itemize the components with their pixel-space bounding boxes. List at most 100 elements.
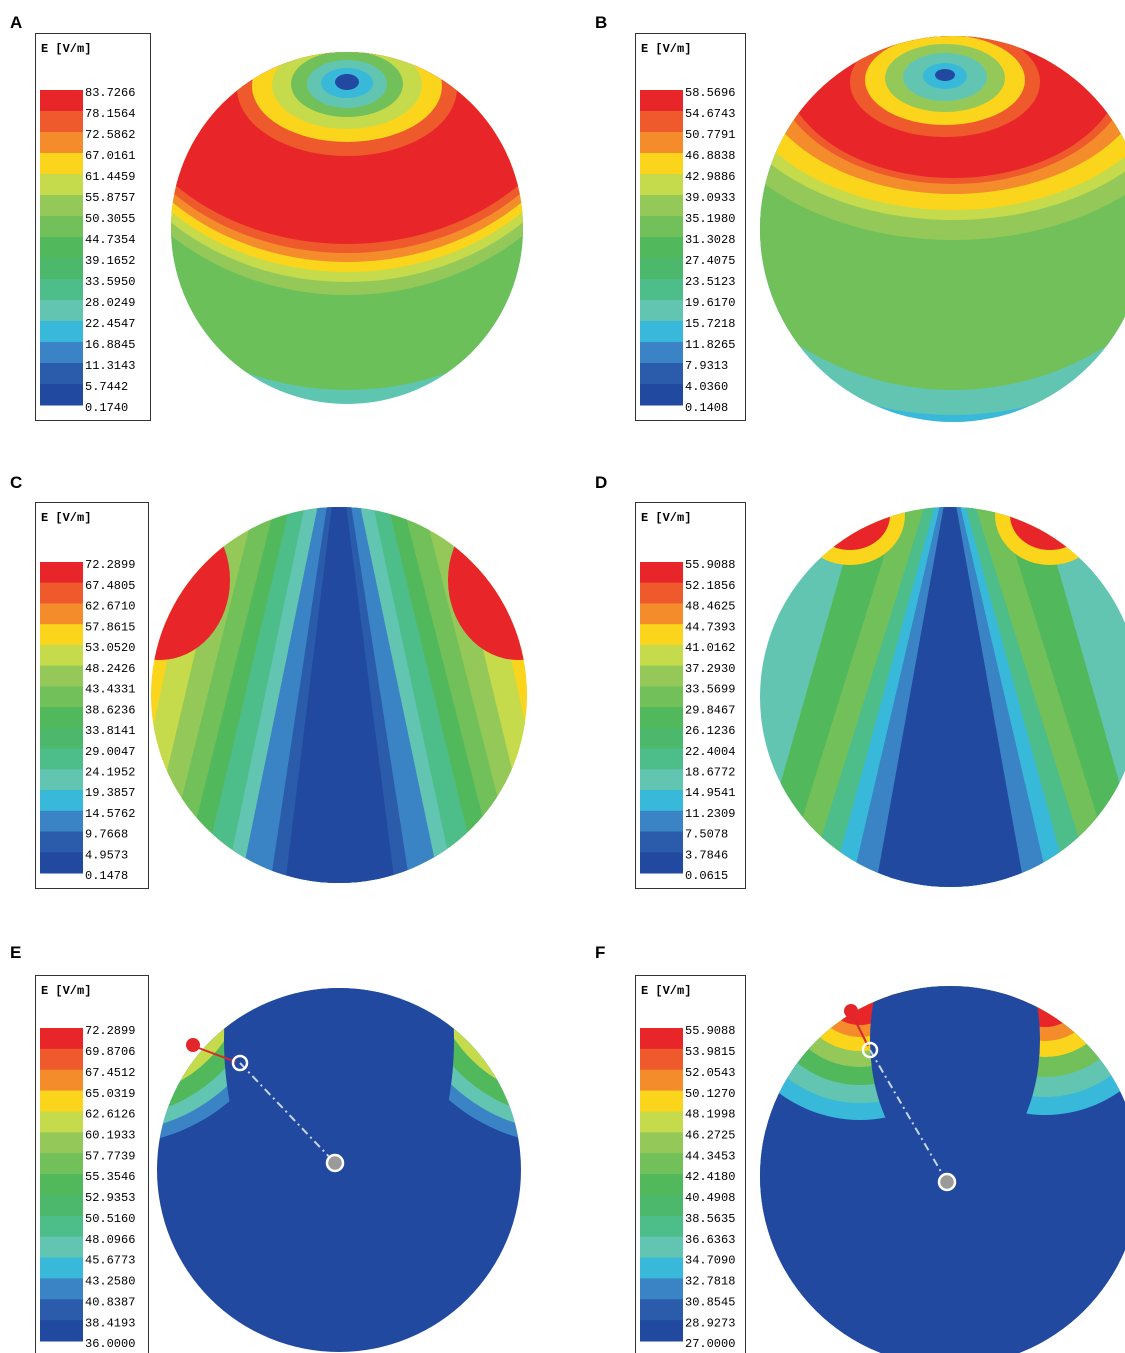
legend-swatch bbox=[40, 237, 83, 259]
legend-swatch bbox=[640, 583, 683, 604]
legend-label: 11.8265 bbox=[685, 338, 735, 352]
legend-swatch bbox=[40, 300, 83, 322]
legend-label: 55.9088 bbox=[685, 558, 735, 572]
legend-label: 52.0543 bbox=[685, 1066, 735, 1080]
legend-label: 27.0000 bbox=[685, 1337, 735, 1351]
legend-swatch bbox=[40, 769, 83, 790]
legend-swatch bbox=[40, 666, 83, 687]
legend-label: 67.4805 bbox=[85, 579, 135, 593]
legend-label: 41.0162 bbox=[685, 641, 735, 655]
legend-label: 19.6170 bbox=[685, 296, 735, 310]
legend-swatch bbox=[40, 624, 83, 645]
legend-swatch bbox=[640, 1174, 683, 1195]
legend-label: 7.5078 bbox=[685, 828, 728, 842]
legend-label: 35.1980 bbox=[685, 212, 735, 226]
legend-swatch bbox=[40, 342, 83, 364]
legend-title: E [V/m] bbox=[41, 511, 91, 525]
legend-swatch bbox=[40, 645, 83, 666]
legend-swatch bbox=[640, 1132, 683, 1153]
legend-label: 42.4180 bbox=[685, 1170, 735, 1184]
legend-swatch bbox=[640, 769, 683, 790]
legend-title: E [V/m] bbox=[641, 511, 691, 525]
disc-d bbox=[750, 465, 1125, 890]
legend-swatch bbox=[640, 852, 683, 873]
legend-swatch bbox=[640, 384, 683, 406]
legend-swatch bbox=[640, 237, 683, 259]
legend-swatch bbox=[640, 1091, 683, 1112]
legend-swatch bbox=[40, 153, 83, 175]
legend-label: 72.2899 bbox=[85, 1024, 135, 1038]
legend-swatch bbox=[40, 132, 83, 154]
legend-swatch bbox=[40, 258, 83, 280]
legend-label: 29.0047 bbox=[85, 745, 135, 759]
legend-label: 36.0000 bbox=[85, 1337, 135, 1351]
legend-label: 57.8615 bbox=[85, 620, 135, 634]
legend-label: 4.0360 bbox=[685, 380, 728, 394]
legend-swatch bbox=[640, 562, 683, 583]
legend-swatch bbox=[640, 321, 683, 343]
legend-label: 33.5699 bbox=[685, 683, 735, 697]
legend-label: 29.8467 bbox=[685, 703, 735, 717]
legend-label: 53.0520 bbox=[85, 641, 135, 655]
legend-swatch bbox=[40, 1111, 83, 1132]
legend-swatch bbox=[40, 1028, 83, 1049]
legend-swatch bbox=[40, 790, 83, 811]
legend-label: 39.0933 bbox=[685, 191, 735, 205]
legend-label: 57.7739 bbox=[85, 1149, 135, 1163]
legend-swatch bbox=[640, 90, 683, 112]
legend-label: 40.8387 bbox=[85, 1295, 135, 1309]
legend-swatch bbox=[640, 707, 683, 728]
legend-swatch bbox=[640, 300, 683, 322]
legend-swatch bbox=[40, 1237, 83, 1258]
legend-swatch bbox=[640, 686, 683, 707]
legend-swatch bbox=[640, 1153, 683, 1174]
legend-swatch bbox=[640, 195, 683, 217]
legend-label: 32.7818 bbox=[685, 1275, 735, 1289]
legend-swatch bbox=[640, 1299, 683, 1320]
legend-label: 0.1478 bbox=[85, 869, 128, 883]
legend-swatch bbox=[40, 216, 83, 238]
legend-label: 46.8838 bbox=[685, 149, 735, 163]
legend-swatch bbox=[40, 811, 83, 832]
legend-label: 55.3546 bbox=[85, 1170, 135, 1184]
legend-label: 40.4908 bbox=[685, 1191, 735, 1205]
legend-label: 55.8757 bbox=[85, 191, 135, 205]
legend-label: 43.2580 bbox=[85, 1275, 135, 1289]
panel-letter: E bbox=[10, 943, 21, 962]
legend-label: 16.8845 bbox=[85, 338, 135, 352]
legend-label: 45.6773 bbox=[85, 1254, 135, 1268]
legend-label: 72.2899 bbox=[85, 558, 135, 572]
legend-label: 0.1408 bbox=[685, 401, 728, 415]
legend-swatch bbox=[40, 1299, 83, 1320]
legend-label: 0.1740 bbox=[85, 401, 128, 415]
legend-label: 24.1952 bbox=[85, 766, 135, 780]
legend-label: 52.1856 bbox=[685, 579, 735, 593]
legend-swatch bbox=[40, 1091, 83, 1112]
legend-label: 31.3028 bbox=[685, 233, 735, 247]
legend-swatch bbox=[40, 1320, 83, 1341]
legend-swatch bbox=[640, 832, 683, 853]
legend-swatch bbox=[640, 1258, 683, 1279]
legend-label: 69.8706 bbox=[85, 1045, 135, 1059]
legend-swatch bbox=[40, 1174, 83, 1195]
panel-letter: D bbox=[595, 473, 607, 492]
legend-label: 72.5862 bbox=[85, 128, 135, 142]
legend-label: 23.5123 bbox=[685, 275, 735, 289]
legend-swatch bbox=[640, 1195, 683, 1216]
legend-label: 44.3453 bbox=[685, 1149, 735, 1163]
legend-swatch bbox=[640, 1320, 683, 1341]
disc-f bbox=[725, 850, 1125, 1353]
legend-swatch bbox=[640, 111, 683, 133]
legend-title: E [V/m] bbox=[41, 984, 91, 998]
legend-label: 42.9886 bbox=[685, 170, 735, 184]
legend-swatch bbox=[40, 1216, 83, 1237]
legend-swatch bbox=[40, 195, 83, 217]
legend-label: 18.6772 bbox=[685, 766, 735, 780]
disc-c bbox=[90, 500, 588, 885]
legend-swatch bbox=[640, 1111, 683, 1132]
legend-swatch bbox=[640, 1216, 683, 1237]
legend-swatch bbox=[640, 216, 683, 238]
legend-swatch bbox=[40, 363, 83, 385]
legend-label: 53.9815 bbox=[685, 1045, 735, 1059]
legend-label: 34.7090 bbox=[685, 1254, 735, 1268]
